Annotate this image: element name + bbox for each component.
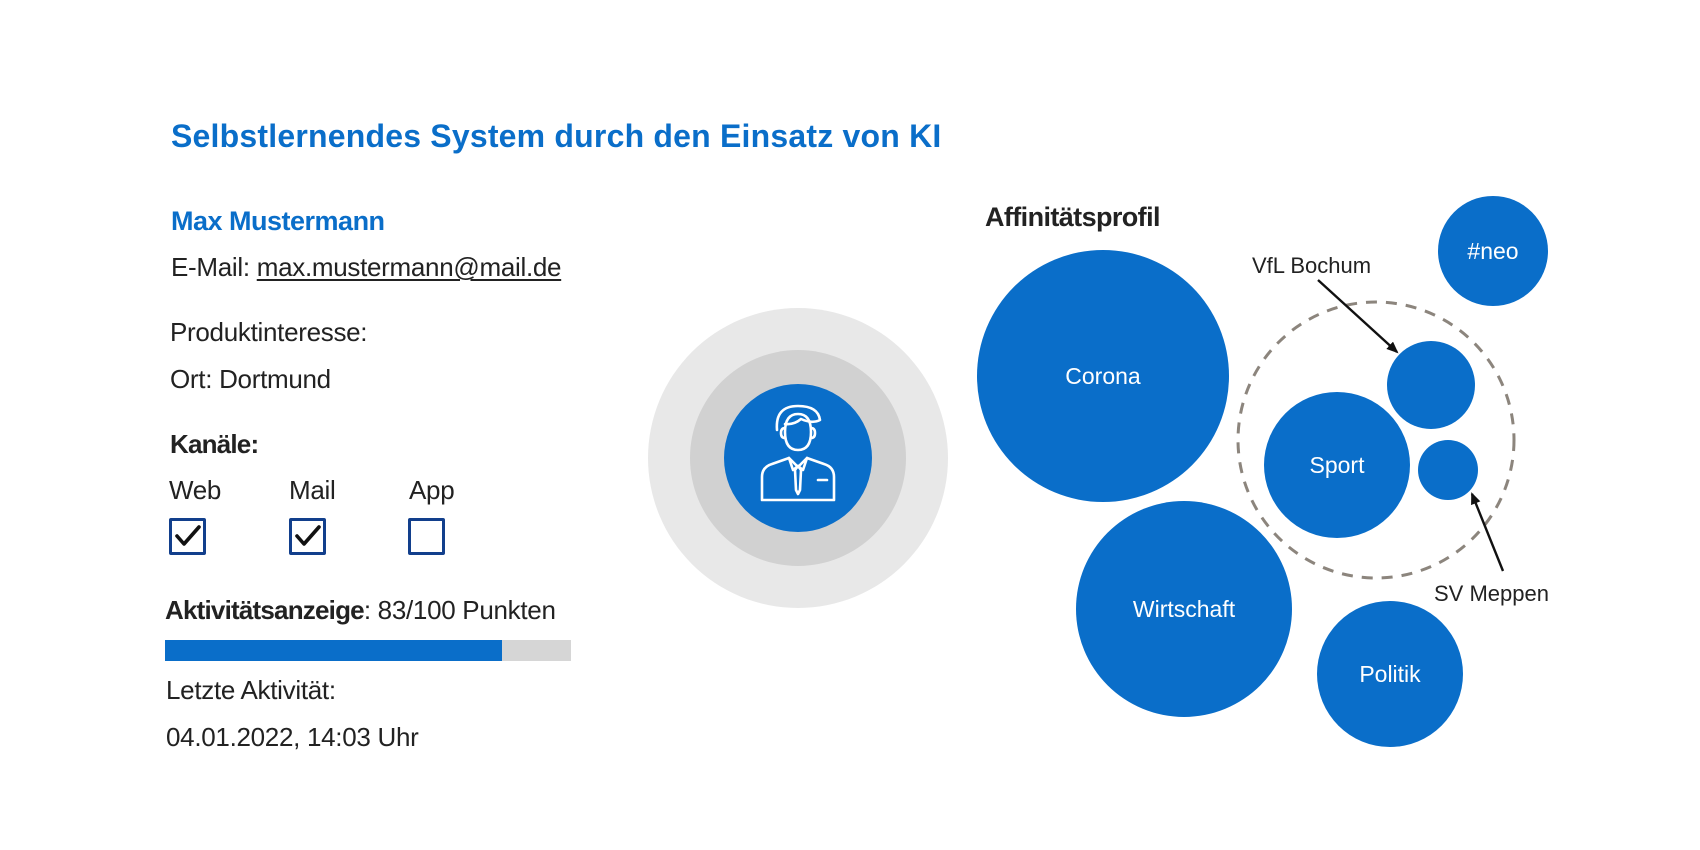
email-line: E-Mail: max.mustermann@mail.de	[171, 252, 561, 283]
annotation-vfl-bochum: VfL Bochum	[1252, 253, 1371, 278]
bubble-neo: #neo	[1438, 196, 1548, 306]
bubble-label-corona: Corona	[1065, 363, 1141, 389]
last-activity-value: 04.01.2022, 14:03 Uhr	[166, 722, 419, 752]
checkmark-icon	[295, 525, 321, 546]
arrow-sv-meppen	[1470, 492, 1505, 572]
arrow-vfl-bochum	[1317, 279, 1399, 354]
bubble-corona: Corona	[977, 250, 1229, 502]
channel-label-web: Web	[169, 475, 222, 505]
product-interest-label: Produktinteresse:	[170, 317, 368, 347]
bubble-vfl-bochum	[1387, 341, 1475, 429]
bubble-sport: Sport	[1264, 392, 1410, 538]
activity-label: Aktivitätsanzeige	[165, 595, 365, 625]
activity-progress-fill	[165, 640, 502, 661]
bubble-label-sport: Sport	[1310, 452, 1366, 478]
email-label: E-Mail:	[171, 252, 250, 282]
bubble-label-politik: Politik	[1359, 661, 1421, 687]
annotation-sv-meppen: SV Meppen	[1434, 581, 1549, 606]
bubble-wirtschaft: Wirtschaft	[1076, 501, 1292, 717]
checkmark-icon	[175, 525, 201, 546]
bubble-sv-meppen	[1418, 440, 1478, 500]
profile-name: Max Mustermann	[171, 206, 385, 236]
email-link[interactable]: max.mustermann@mail.de	[256, 252, 562, 282]
activity-line: Aktivitätsanzeige: 83/100 Punkten	[165, 595, 556, 626]
bubble-label-neo: #neo	[1467, 238, 1518, 264]
bubble-politik: Politik	[1317, 601, 1463, 747]
location-label: Ort:	[170, 364, 213, 394]
page-title: Selbstlernendes System durch den Einsatz…	[171, 118, 942, 154]
sport-group-outline	[1236, 300, 1516, 580]
channel-checkbox-web[interactable]	[169, 518, 206, 555]
location-value: Dortmund	[219, 364, 331, 394]
last-activity-label: Letzte Aktivität:	[166, 675, 336, 705]
channel-label-mail: Mail	[289, 475, 336, 505]
bubble-label-wirtschaft: Wirtschaft	[1133, 596, 1236, 622]
channel-label-app: App	[409, 475, 455, 505]
activity-progress-bar	[165, 640, 571, 661]
channel-checkbox-mail[interactable]	[289, 518, 326, 555]
affinity-heading: Affinitätsprofil	[985, 202, 1160, 232]
user-avatar	[648, 308, 948, 608]
user-businessman-icon	[760, 404, 836, 502]
channel-checkbox-app[interactable]	[408, 518, 445, 555]
activity-score: : 83/100 Punkten	[363, 595, 556, 625]
location-line: Ort: Dortmund	[170, 364, 331, 395]
channels-heading: Kanäle:	[170, 429, 259, 459]
